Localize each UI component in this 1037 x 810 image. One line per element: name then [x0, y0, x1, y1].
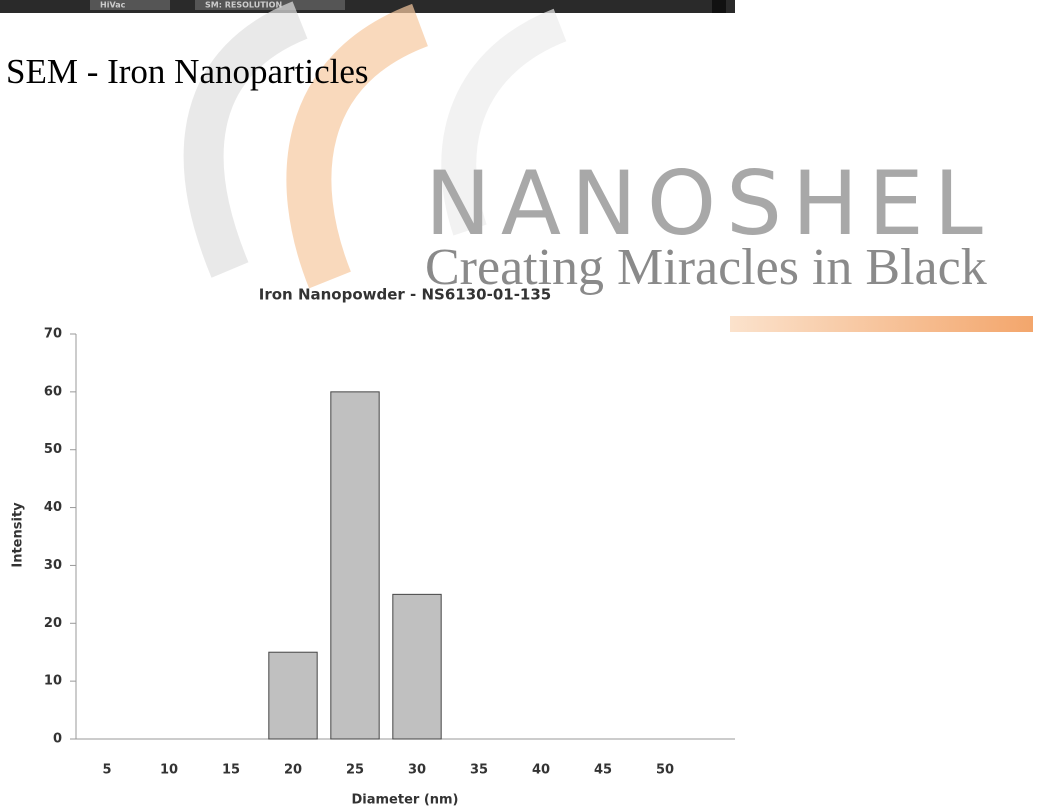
bar — [331, 392, 379, 739]
chart: Iron Nanopowder - NS6130-01-135 Diameter… — [11, 286, 736, 808]
y-tick-label: 10 — [44, 674, 62, 689]
page: HiVac SM: RESOLUTION NANOSHEL Creating M… — [0, 0, 1037, 810]
chart-title: Iron Nanopowder - NS6130-01-135 — [259, 286, 551, 304]
x-tick-label: 50 — [656, 763, 674, 778]
bar — [269, 652, 317, 739]
x-tick-label: 45 — [594, 763, 612, 778]
y-tick-label: 40 — [44, 500, 62, 515]
x-tick-label: 15 — [222, 763, 240, 778]
y-tick-label: 30 — [44, 558, 62, 573]
y-tick-label: 70 — [44, 327, 62, 342]
heading: SEM - Iron Nanoparticles — [6, 52, 369, 91]
y-tick-label: 20 — [44, 616, 62, 631]
x-tick-label: 30 — [408, 763, 426, 778]
x-tick-label: 40 — [532, 763, 550, 778]
x-axis-label: Diameter (nm) — [351, 793, 458, 808]
strip-cell — [712, 0, 726, 13]
strip-label: HiVac — [100, 1, 126, 10]
x-tick-label: 10 — [160, 763, 178, 778]
x-tick-label: 5 — [102, 763, 111, 778]
y-tick-label: 60 — [44, 384, 62, 399]
x-tick-label: 20 — [284, 763, 302, 778]
y-tick-label: 50 — [44, 442, 62, 457]
y-tick-label: 0 — [53, 732, 62, 747]
x-tick-label: 25 — [346, 763, 364, 778]
watermark-bar — [730, 316, 1033, 332]
strip-label: SM: RESOLUTION — [205, 1, 282, 10]
page-canvas: HiVac SM: RESOLUTION NANOSHEL Creating M… — [0, 0, 1037, 810]
y-axis-label: Intensity — [11, 502, 26, 568]
bar — [393, 594, 441, 739]
x-tick-label: 35 — [470, 763, 488, 778]
